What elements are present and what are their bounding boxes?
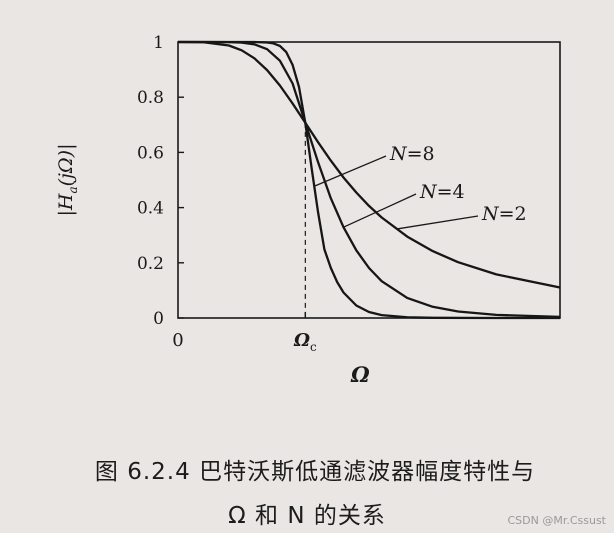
x-tick-label: Ωc: [293, 330, 317, 354]
figure-caption-line2: Ω 和 N 的关系: [228, 503, 386, 529]
y-tick-label: 0.4: [137, 199, 164, 219]
annotation-label: N=4: [419, 181, 465, 203]
series-line-n-8: [178, 40, 560, 320]
y-tick-label: 0.2: [137, 254, 164, 274]
watermark: CSDN @Mr.Cssust: [507, 514, 606, 527]
annotation-label: N=8: [389, 143, 435, 165]
y-tick-label: 1: [153, 33, 164, 53]
butterworth-chart: 0 0.2 0.4 0.6 0.8 1 0 Ωc N=8 N=4 N=2 |Ha(jΩ)| Ω: [55, 33, 561, 387]
annotation-leader: [313, 155, 387, 187]
x-axis-label: Ω: [350, 362, 370, 387]
series-line-n-4: [178, 40, 561, 319]
x-tick-label: 0: [172, 330, 183, 351]
y-axis-ticks: 0 0.2 0.4 0.6 0.8 1: [137, 33, 184, 329]
y-tick-label: 0.8: [137, 88, 164, 108]
figure-caption-line1: 图 6.2.4 巴特沃斯低通滤波器幅度特性与: [94, 459, 536, 485]
annotation-label: N=2: [481, 203, 527, 225]
y-axis-label: |Ha(jΩ)|: [55, 143, 80, 216]
annotation-group: N=8 N=4 N=2: [313, 143, 527, 230]
y-tick-label: 0: [153, 309, 164, 329]
annotation-leader: [396, 215, 479, 230]
plot-frame: [177, 41, 561, 319]
y-tick-label: 0.6: [137, 143, 164, 163]
series-group: [177, 40, 561, 320]
series-line-n-2: [177, 40, 561, 289]
annotation-leader: [343, 193, 417, 228]
